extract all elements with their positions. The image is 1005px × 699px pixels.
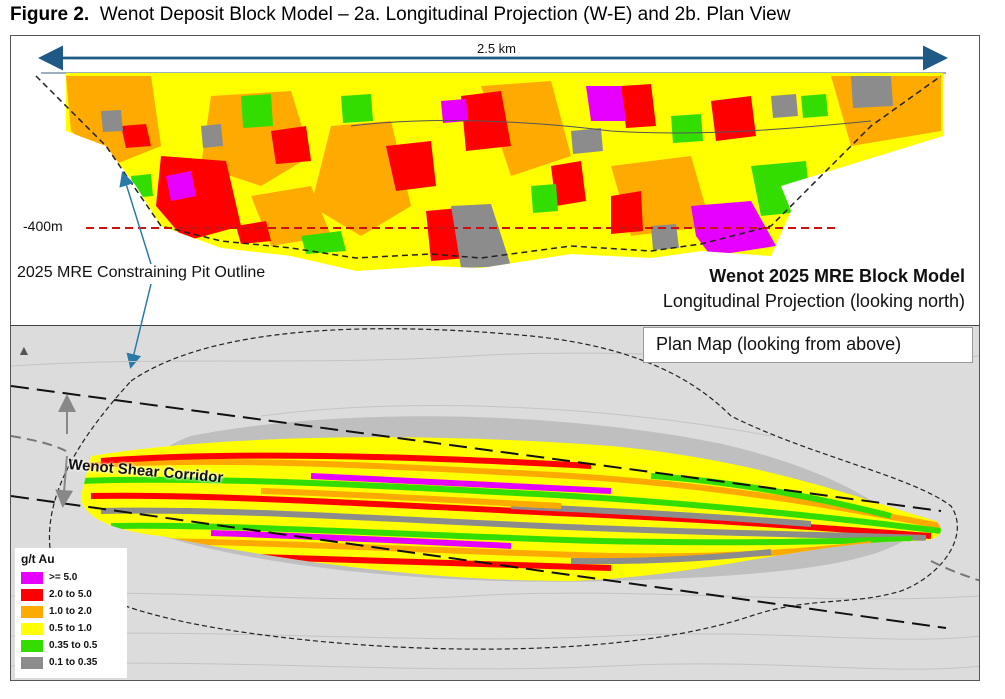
model-title: Wenot 2025 MRE Block Model [709,266,965,286]
legend-item-label: 2.0 to 5.0 [49,589,92,600]
legend-title: g/t Au [21,552,55,566]
panel-divider [11,325,979,326]
grade-legend: g/t Au >= 5.0 2.0 to 5.0 1.0 to 2.0 0.5 … [15,548,127,678]
scale-label: 2.5 km [477,41,517,56]
legend-item: 1.0 to 2.0 [21,603,121,620]
legend-swatch [21,656,43,669]
legend-swatch [21,571,43,584]
plan-map-label: Plan Map (looking from above) [643,327,973,363]
depth-label: -400m [23,218,63,234]
map-graphics [11,45,979,670]
long-block-model [66,73,943,271]
legend-item: 0.35 to 0.5 [21,637,121,654]
figure-label: Figure 2. [10,4,90,25]
north-arrow-icon: ▲ [17,342,31,358]
legend-item-label: 0.1 to 0.35 [49,657,98,668]
road-west [11,435,67,452]
corridor-width-arrow-down [55,455,74,508]
legend-swatch [21,605,43,618]
plan-topography [11,352,979,670]
legend-item: 2.0 to 5.0 [21,586,121,603]
legend-item: 0.1 to 0.35 [21,654,121,671]
model-subtitle: Longitudinal Projection (looking north) [662,291,965,311]
pit-label-arrow-down [126,283,152,369]
figure-title: Figure 2. Wenot Deposit Block Model – 2a… [10,4,790,26]
legend-swatch [21,588,43,601]
shear-corridor-south-line [11,495,947,629]
pit-label-arrow-up [119,171,152,265]
pit-outline-long [35,75,942,259]
legend-item-label: 0.35 to 0.5 [49,640,98,651]
shear-corridor-north-line [11,385,942,512]
road-east [930,560,979,582]
legend-swatch [21,622,43,635]
legend-item-label: >= 5.0 [49,572,78,583]
legend-item: >= 5.0 [21,569,121,586]
legend-item-label: 0.5 to 1.0 [49,623,92,634]
figure-title-text: Wenot Deposit Block Model – 2a. Longitud… [99,4,791,25]
pit-outline-label: 2025 MRE Constraining Pit Outline [17,264,266,281]
legend-item: 0.5 to 1.0 [21,620,121,637]
inner-pit-line [350,120,872,134]
legend-swatch [21,639,43,652]
legend-item-label: 1.0 to 2.0 [49,606,92,617]
figure-frame: 2.5 km -400m 2025 MRE Constraining Pit O… [10,35,980,681]
